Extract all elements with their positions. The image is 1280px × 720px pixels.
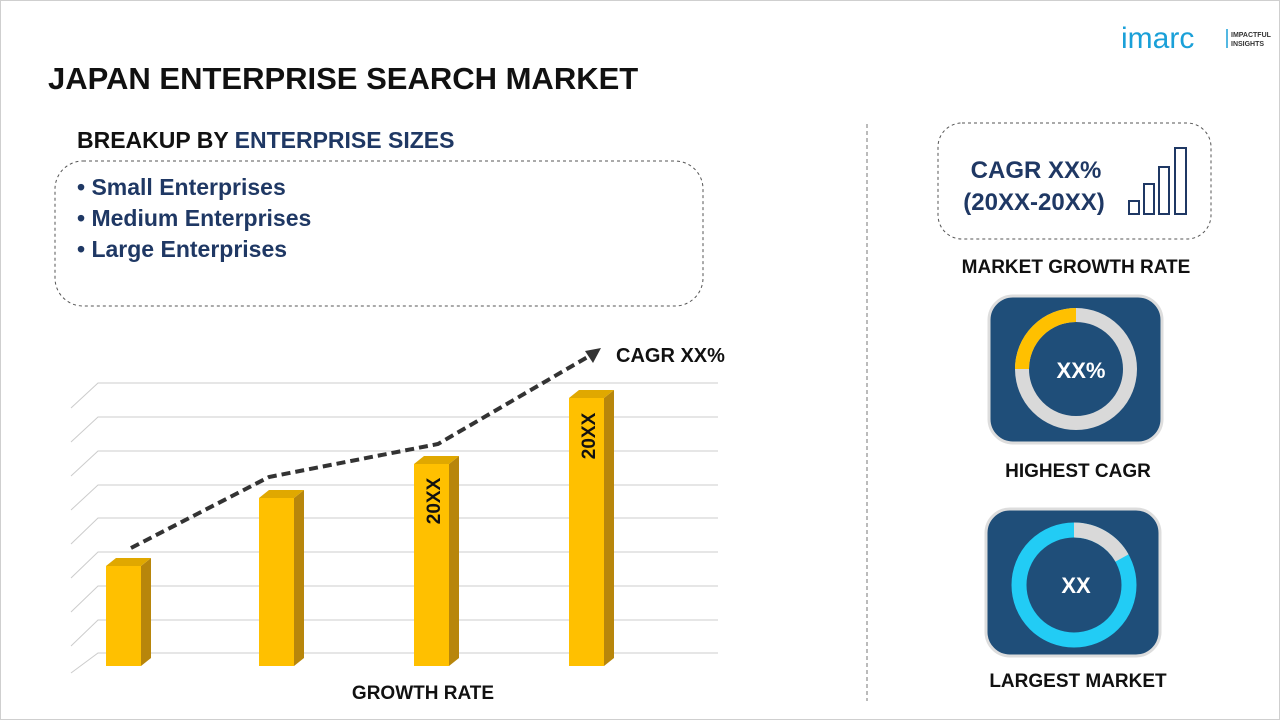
logo-brand: imarc xyxy=(1121,22,1194,55)
cagr-label: CAGR XX% xyxy=(616,345,725,367)
donut-value: XX% xyxy=(1057,358,1106,383)
breakup-label: BREAKUP BY xyxy=(77,127,229,153)
period: (20XX-20XX) xyxy=(963,189,1104,216)
breakup-heading: BREAKUP BY ENTERPRISE SIZES xyxy=(77,127,454,154)
breakup-highlight: ENTERPRISE SIZES xyxy=(234,127,455,153)
axis-label: GROWTH RATE xyxy=(352,683,494,704)
logo-tagline: IMPACTFUL xyxy=(1231,32,1272,39)
breakup-list: Small Enterprises Medium Enterprises Lar… xyxy=(77,172,311,265)
list-item: Large Enterprises xyxy=(77,234,311,265)
cagr: CAGR XX% xyxy=(971,157,1102,184)
caption: LARGEST MARKET xyxy=(989,671,1167,692)
title: JAPAN ENTERPRISE SEARCH MARKET xyxy=(48,61,639,96)
caption: MARKET GROWTH RATE xyxy=(962,257,1191,278)
bar-label: 20XX xyxy=(424,477,445,524)
donut-value: XX xyxy=(1061,573,1091,598)
bar-label: 20XX xyxy=(579,412,600,459)
logo-tagline: INSIGHTS xyxy=(1231,41,1264,48)
list-item: Small Enterprises xyxy=(77,172,311,203)
caption: HIGHEST CAGR xyxy=(1005,461,1151,482)
list-item: Medium Enterprises xyxy=(77,203,311,234)
